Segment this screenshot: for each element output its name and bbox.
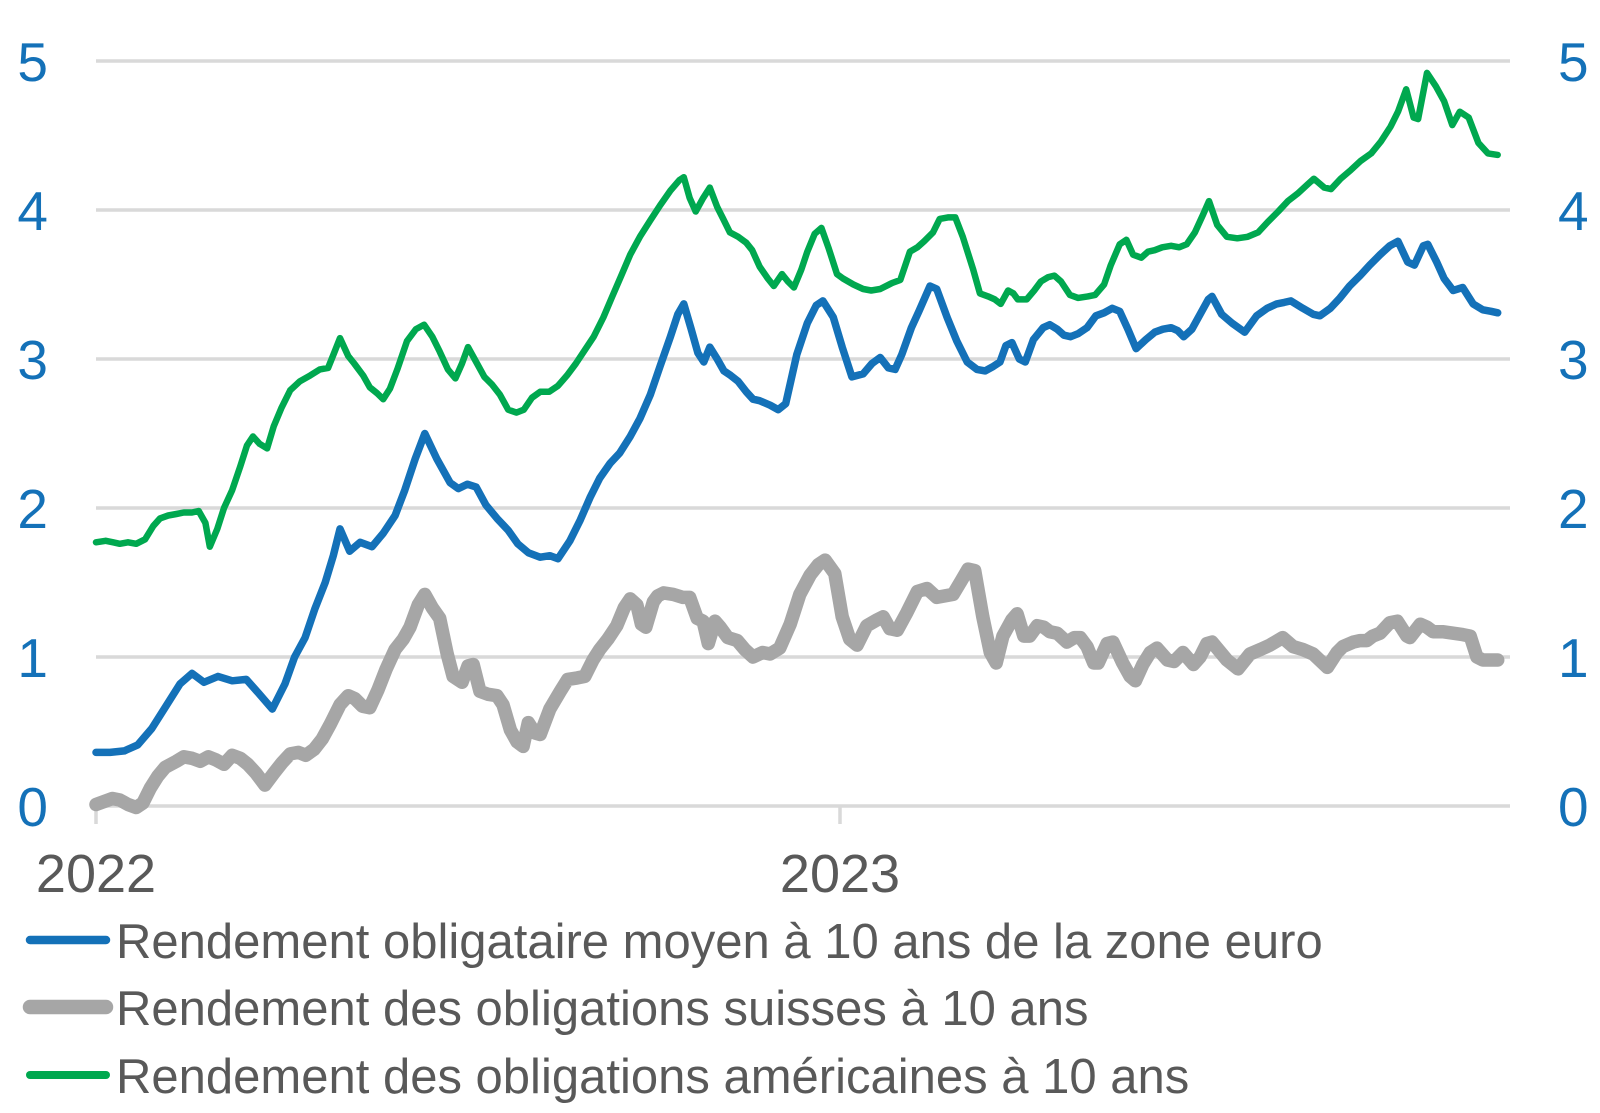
- us-10y-line: [92, 69, 1501, 550]
- gridlines: [96, 59, 1510, 808]
- y-tick-label-left-0: 0: [17, 776, 48, 838]
- y-tick-label-right-1: 1: [1558, 627, 1589, 689]
- y-tick-label-left-4: 4: [17, 180, 48, 242]
- legend-label-swiss: Rendement des obligations suisses à 10 a…: [116, 982, 1088, 1036]
- swiss-10y-line: [89, 553, 1505, 815]
- y-tick-label-left-1: 1: [17, 627, 48, 689]
- y-axis-labels-left: 0 1 2 3 4 5: [17, 31, 48, 838]
- x-tick-label-2022: 2022: [36, 844, 156, 904]
- y-axis-labels-right: 0 1 2 3 4 5: [1558, 31, 1589, 838]
- eurozone-10y-line: [92, 237, 1502, 757]
- y-tick-label-left-2: 2: [17, 478, 48, 540]
- legend: Rendement obligataire moyen à 10 ans de …: [22, 915, 1323, 1104]
- legend-label-us: Rendement des obligations américaines à …: [116, 1050, 1189, 1104]
- y-tick-label-right-3: 3: [1558, 329, 1589, 391]
- series-lines: [89, 69, 1505, 815]
- y-tick-label-right-5: 5: [1558, 31, 1589, 93]
- x-axis-labels: 2022 2023: [36, 844, 900, 904]
- y-tick-label-left-3: 3: [17, 329, 48, 391]
- y-tick-label-right-2: 2: [1558, 478, 1589, 540]
- x-tick-label-2023: 2023: [780, 844, 900, 904]
- axis-ticks: [94, 806, 842, 824]
- legend-label-eurozone: Rendement obligataire moyen à 10 ans de …: [116, 915, 1323, 969]
- y-tick-label-right-4: 4: [1558, 180, 1589, 242]
- y-tick-label-right-0: 0: [1558, 776, 1589, 838]
- y-tick-label-left-5: 5: [17, 31, 48, 93]
